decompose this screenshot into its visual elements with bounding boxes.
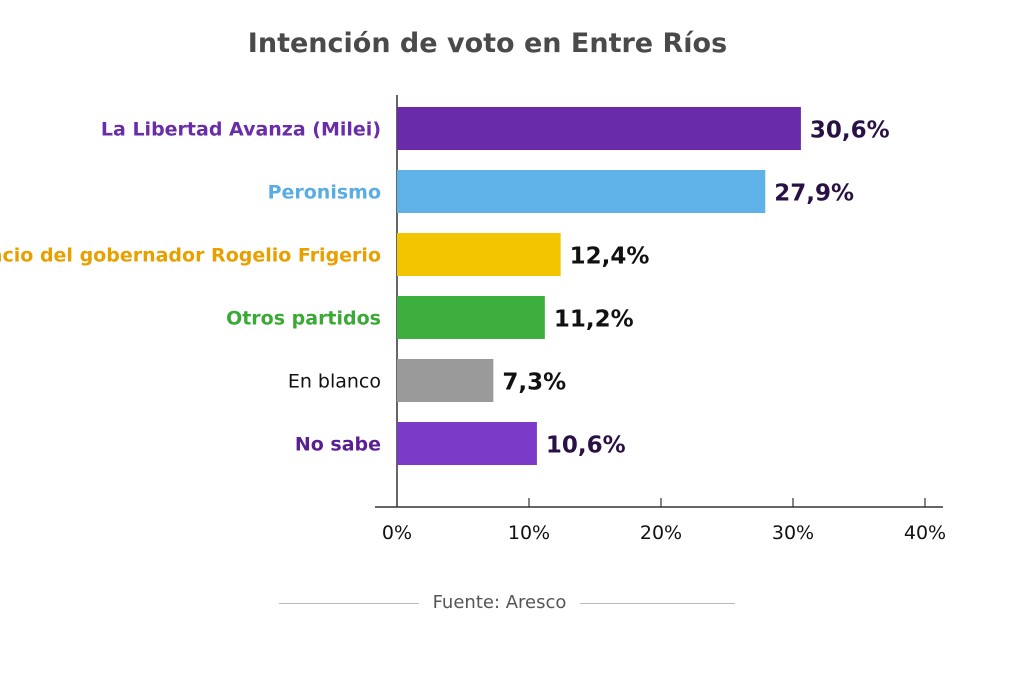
source-text: Fuente: Aresco (432, 592, 567, 613)
chart-title: Intención de voto en Entre Ríos (247, 28, 728, 59)
category-label: Espacio del gobernador Rogelio Frigerio (0, 245, 381, 267)
bar (397, 107, 801, 150)
divider-right (580, 602, 736, 604)
source-note: Fuente: Aresco (0, 592, 1014, 613)
bar (397, 233, 561, 276)
data-label: 11,2% (554, 307, 634, 333)
x-tick-label: 20% (640, 522, 682, 544)
data-label: 10,6% (546, 433, 626, 459)
category-label: No sabe (295, 434, 381, 456)
category-label: Otros partidos (226, 308, 381, 330)
bar (397, 422, 537, 465)
bar (397, 296, 545, 339)
x-tick-label: 30% (772, 522, 814, 544)
data-label: 12,4% (570, 244, 650, 270)
x-tick-label: 40% (904, 522, 946, 544)
bar (397, 170, 766, 213)
category-label: Peronismo (268, 182, 381, 204)
data-label: 7,3% (502, 370, 566, 396)
x-tick-label: 10% (508, 522, 550, 544)
data-label: 30,6% (810, 118, 890, 144)
data-label: 27,9% (774, 181, 854, 207)
x-tick-label: 0% (382, 522, 412, 544)
category-label: En blanco (288, 371, 381, 393)
bar (397, 359, 494, 402)
divider-left (278, 602, 419, 604)
category-label: La Libertad Avanza (Milei) (101, 119, 381, 141)
